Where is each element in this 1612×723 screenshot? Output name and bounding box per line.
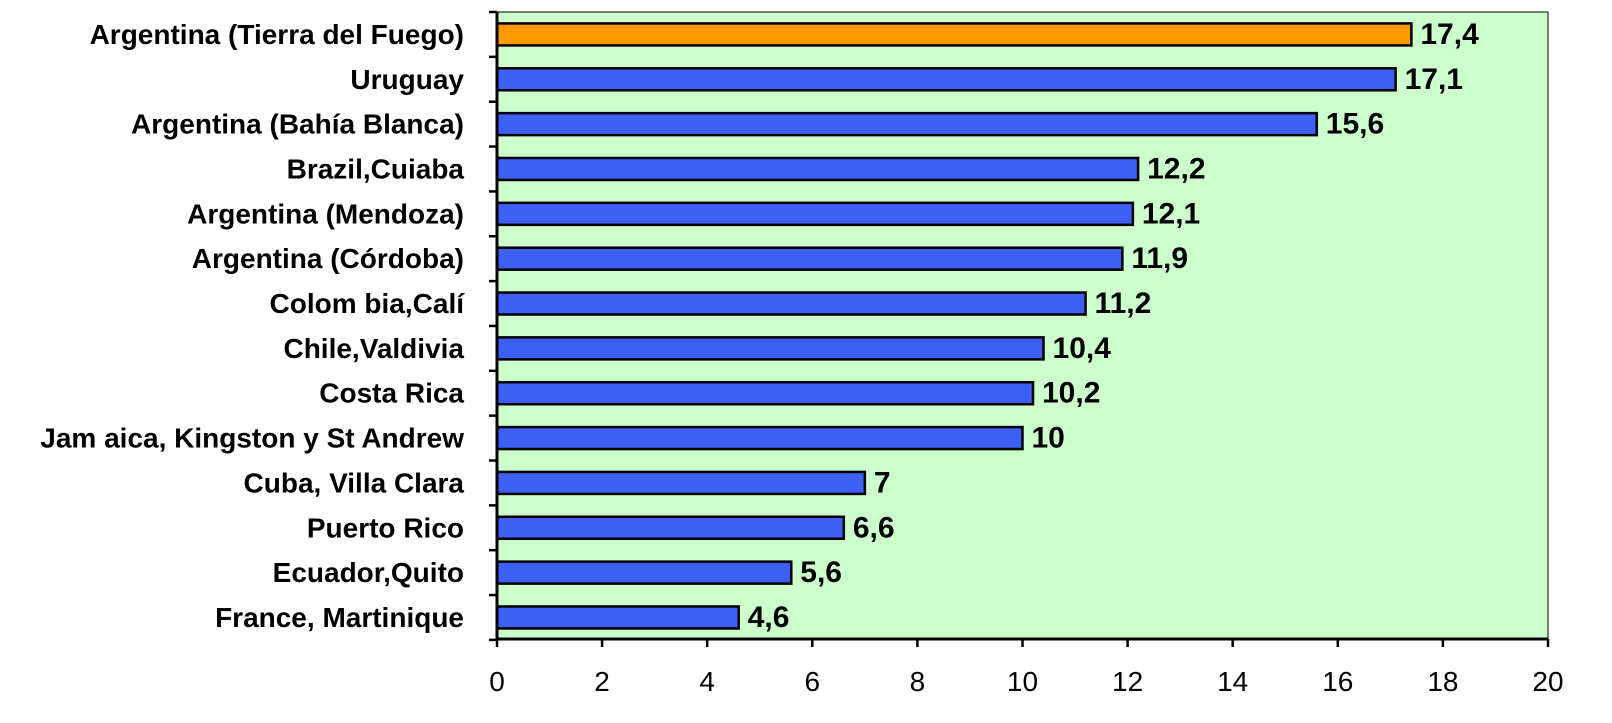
value-label: 4,6 — [748, 601, 790, 634]
x-tick-label: 16 — [1322, 666, 1353, 697]
x-tick-label: 0 — [489, 666, 505, 697]
category-label: Argentina (Bahía Blanca) — [131, 109, 464, 140]
bar — [495, 201, 1135, 227]
bar — [495, 111, 1319, 137]
category-label: Jam aica, Kingston y St Andrew — [40, 423, 464, 454]
bar — [495, 22, 1413, 47]
category-label: Cuba, Villa Clara — [244, 467, 465, 498]
bar — [495, 605, 740, 630]
bar — [495, 560, 793, 585]
category-label: Argentina (Córdoba) — [192, 243, 464, 274]
category-label: Argentina (Tierra del Fuego) — [90, 19, 464, 50]
x-tick-label: 2 — [594, 666, 610, 697]
x-tick-label: 18 — [1427, 666, 1458, 697]
bar — [495, 291, 1087, 316]
x-tick-label: 6 — [805, 666, 821, 697]
value-label: 10,2 — [1042, 377, 1100, 410]
bar — [495, 246, 1124, 271]
value-label: 6,6 — [853, 511, 895, 544]
value-label: 15,6 — [1326, 108, 1384, 141]
value-label: 12,1 — [1142, 197, 1200, 230]
category-label: Chile,Valdivia — [283, 333, 464, 364]
category-label: Colom bia,Calí — [270, 288, 466, 319]
category-label: Puerto Rico — [307, 512, 464, 543]
x-tick-label: 8 — [910, 666, 926, 697]
value-label: 11,9 — [1131, 242, 1188, 275]
category-label: Uruguay — [350, 64, 464, 95]
bar — [495, 515, 846, 541]
category-label: Brazil,Cuiaba — [287, 153, 465, 184]
value-label: 17,1 — [1405, 63, 1463, 96]
bar — [495, 425, 1024, 451]
value-label: 10,4 — [1053, 332, 1112, 365]
value-label: 17,4 — [1420, 18, 1479, 51]
bar — [495, 470, 867, 496]
category-label: Argentina (Mendoza) — [187, 198, 464, 229]
x-tick-label: 10 — [1007, 666, 1038, 697]
plot-area — [496, 11, 1549, 640]
x-tick-label: 12 — [1112, 666, 1143, 697]
value-label: 12,2 — [1147, 152, 1205, 185]
value-label: 7 — [874, 466, 891, 499]
category-label: France, Martinique — [215, 602, 464, 633]
x-tick-label: 20 — [1532, 666, 1563, 697]
category-label: Costa Rica — [319, 378, 464, 409]
value-label: 10 — [1032, 422, 1065, 455]
bar — [495, 336, 1045, 361]
bar — [495, 380, 1035, 406]
x-tick-label: 4 — [699, 666, 715, 697]
bar — [495, 67, 1397, 92]
x-tick-label: 14 — [1217, 666, 1248, 697]
bar — [495, 156, 1140, 182]
value-label: 5,6 — [800, 556, 842, 589]
category-label: Ecuador,Quito — [273, 557, 464, 588]
value-label: 11,2 — [1095, 287, 1152, 320]
